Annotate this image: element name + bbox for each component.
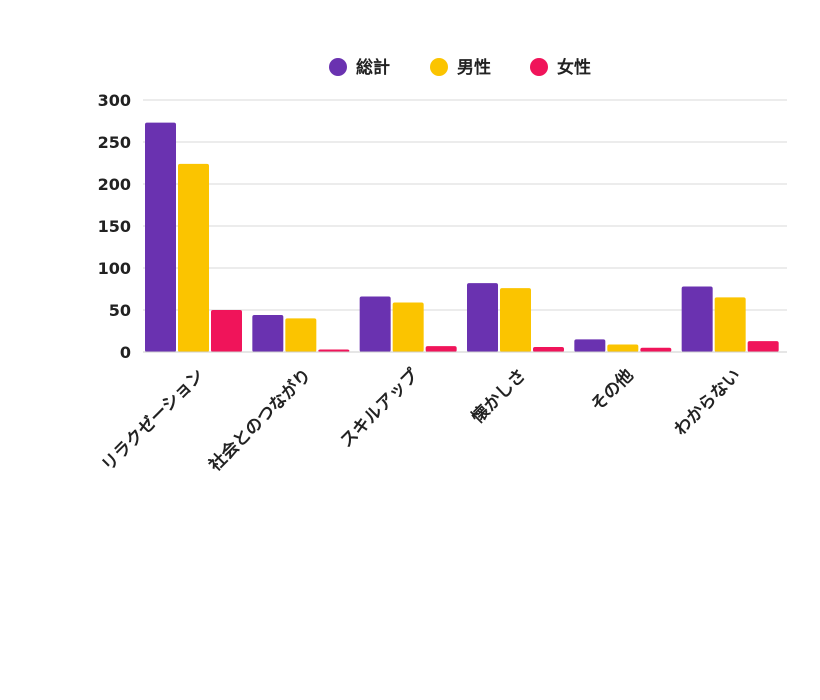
x-category-label: 懐かしさ [467,365,530,428]
y-tick-label: 150 [98,217,131,236]
bar-female [747,341,779,352]
y-tick-label: 0 [120,343,131,362]
bar-total [252,315,284,352]
gridlines [143,99,787,311]
x-category-label: わからない [671,365,745,439]
x-category-label: スキルアップ [336,364,424,452]
legend-label: 総計 [356,57,390,78]
bars [143,122,787,353]
bar-female [533,346,564,352]
bar-female [425,346,457,352]
legend-swatch [530,58,548,76]
legend-swatch [329,58,347,76]
y-tick-label: 50 [109,301,131,320]
bar-female [211,310,242,352]
x-category-label: その他 [587,365,638,416]
bar-female [640,347,672,352]
bar-female [318,349,350,352]
x-category-label: リラクゼーション [97,365,208,476]
bar-total [145,122,176,353]
bar-male [178,163,209,352]
bar-male [285,318,317,352]
bar-male [392,302,424,352]
legend: 総計 男性 女性 [329,57,591,78]
legend-label: 女性 [557,57,591,78]
bar-male [500,288,531,352]
legend-swatch [430,58,448,76]
y-tick-label: 250 [98,133,131,152]
bar-male [607,344,639,352]
bar-total [574,339,606,352]
y-tick-label: 100 [98,259,131,278]
y-axis-ticks: 0 50 100 150 200 250 300 [98,91,131,362]
y-tick-label: 200 [98,175,131,194]
bar-total [359,296,391,352]
y-tick-label: 300 [98,91,131,110]
x-category-label: 社会とのつながり [204,365,316,477]
bar-male [714,297,746,352]
legend-label: 男性 [457,57,491,78]
bar-total [681,286,713,352]
bar-total [467,283,498,352]
